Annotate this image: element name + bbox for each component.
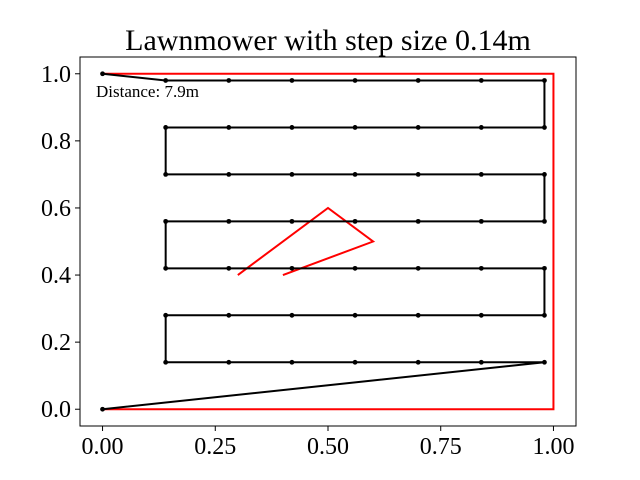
x-tick-label: 0.00 [82,434,124,460]
series-point-2-22 [542,218,547,224]
series-point-2-30 [226,265,232,271]
y-tick-label: 0.0 [41,397,71,423]
series-point-2-48 [478,359,484,365]
series-point-2-15 [163,172,169,177]
series-point-2-18 [352,172,358,177]
series-point-2-37 [478,312,484,318]
y-tick-label: 0.4 [41,263,71,289]
distance-annotation: Distance: 7.9m [96,82,199,101]
series-point-2-29 [163,265,169,271]
series-point-2-13 [226,125,232,130]
series-line-2 [102,72,546,411]
series-point-2-4 [352,78,358,83]
series-point-2-28 [163,218,169,224]
series-line-0 [102,72,555,411]
series-point-2-24 [415,218,421,224]
series-point-2-41 [226,312,232,318]
series-point-2-11 [352,125,358,130]
series-point-2-6 [478,78,484,83]
series-point-2-39 [352,312,358,318]
series-point-2-12 [289,125,295,130]
x-tick-label: 0.50 [307,434,349,460]
series-point-2-26 [289,218,295,224]
series-point-2-7 [542,78,547,83]
y-tick-label: 0.2 [41,330,71,356]
series-point-2-21 [542,172,547,177]
series-point-2-43 [163,359,169,365]
series-point-2-47 [415,359,421,365]
chart-title: Lawnmower with step size 0.14m [125,24,531,57]
series-point-2-36 [542,312,547,318]
x-tick-label: 0.75 [420,434,462,460]
series-point-2-8 [542,125,547,130]
series-point-2-35 [542,265,547,271]
series-line-1 [237,206,376,276]
series-point-2-33 [415,265,421,271]
series-point-2-20 [478,172,484,177]
series-point-2-46 [352,359,358,365]
plot-frame [79,56,577,427]
series-point-2-17 [289,172,295,177]
y-tick-label: 1.0 [41,62,71,88]
series-point-2-16 [226,172,232,177]
series-point-2-10 [415,125,421,130]
series-point-2-9 [478,125,484,130]
x-tick-label: 0.25 [194,434,236,460]
series-point-2-25 [352,218,358,224]
series-point-2-38 [415,312,421,318]
y-tick-label: 0.8 [41,129,71,155]
series-point-2-40 [289,312,295,318]
series-point-2-44 [226,359,232,365]
series-point-2-23 [478,218,484,224]
series-point-2-5 [415,78,421,83]
series-point-2-3 [289,78,295,83]
series-point-2-42 [163,312,169,318]
series-point-2-32 [352,265,358,271]
x-tick-label: 1.00 [532,434,574,460]
series-point-2-0 [100,71,105,77]
series-point-2-14 [163,125,169,130]
series-point-2-2 [226,78,232,83]
series-point-2-19 [415,172,421,177]
y-tick-label: 0.6 [41,196,71,222]
series-point-2-1 [163,78,169,83]
series-point-2-34 [478,265,484,271]
series-point-2-27 [226,218,232,224]
series-point-2-45 [289,359,295,365]
series-point-2-31 [289,265,295,271]
series-point-2-50 [100,406,105,412]
series-point-2-49 [542,359,547,365]
